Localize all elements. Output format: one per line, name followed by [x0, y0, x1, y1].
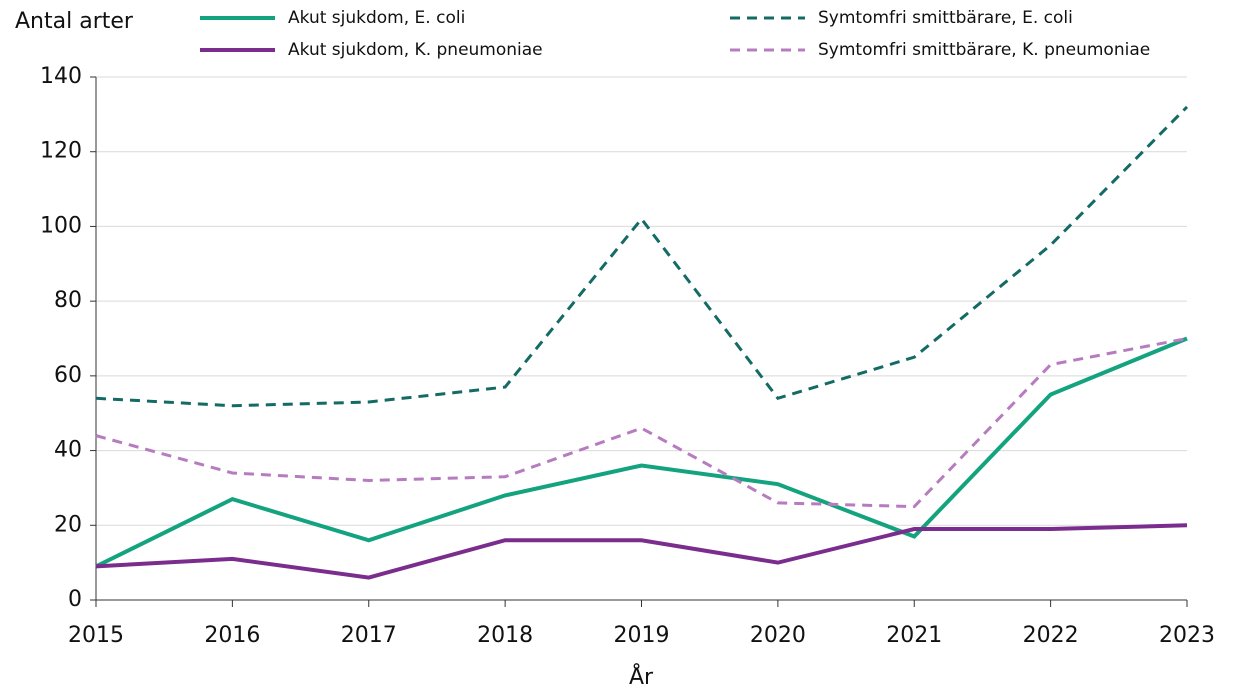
- legend-label: Akut sjukdom, K. pneumoniae: [288, 40, 543, 60]
- x-tick-label: 2016: [204, 623, 260, 648]
- x-tick-label: 2019: [614, 623, 670, 648]
- x-tick-label: 2021: [886, 623, 942, 648]
- y-tick-label: 0: [68, 587, 82, 612]
- x-tick-label: 2023: [1159, 623, 1215, 648]
- x-tick-label: 2015: [68, 623, 124, 648]
- series-line: [95, 523, 1188, 580]
- y-tick-label: 40: [54, 438, 82, 463]
- x-tick-label: 2017: [341, 623, 397, 648]
- y-tick-label: 120: [40, 139, 82, 164]
- legend-label: Akut sjukdom, E. coli: [288, 8, 465, 28]
- x-tick-label: 2018: [477, 623, 533, 648]
- y-tick-label: 80: [54, 288, 82, 313]
- series-line: [95, 105, 1189, 408]
- y-tick-label: 60: [54, 363, 82, 388]
- y-tick-label: 140: [40, 64, 82, 89]
- x-tick-label: 2020: [750, 623, 806, 648]
- legend-label: Symtomfri smittbärare, E. coli: [818, 8, 1073, 28]
- y-tick-label: 100: [40, 213, 82, 238]
- series-line: [95, 336, 1188, 569]
- x-axis-label: År: [629, 663, 654, 690]
- y-tick-label: 20: [54, 512, 82, 537]
- x-tick-label: 2022: [1023, 623, 1079, 648]
- y-axis-label: Antal arter: [15, 9, 134, 34]
- legend-label: Symtomfri smittbärare, K. pneumoniae: [818, 40, 1150, 60]
